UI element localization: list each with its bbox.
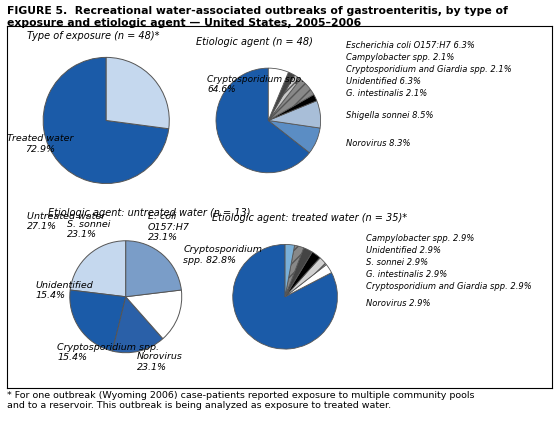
Wedge shape — [268, 120, 320, 153]
Text: Etiologic agent: untreated water (n = 13): Etiologic agent: untreated water (n = 13… — [48, 208, 250, 218]
Wedge shape — [268, 101, 321, 128]
Text: Shigella sonnei 8.5%: Shigella sonnei 8.5% — [346, 111, 434, 120]
Text: Cryptosporidium spp.
15.4%: Cryptosporidium spp. 15.4% — [58, 343, 159, 362]
Text: Treated water
72.9%: Treated water 72.9% — [7, 134, 73, 154]
Wedge shape — [268, 72, 295, 120]
Text: Cryptosporidium spp.
64.6%: Cryptosporidium spp. 64.6% — [207, 75, 305, 94]
Text: Unidentified 6.3%: Unidentified 6.3% — [346, 77, 421, 86]
Text: Campylobacter spp. 2.9%: Campylobacter spp. 2.9% — [366, 234, 475, 243]
Wedge shape — [268, 75, 300, 120]
Wedge shape — [112, 297, 163, 353]
Wedge shape — [285, 252, 320, 297]
Text: Etiologic agent (n = 48): Etiologic agent (n = 48) — [196, 37, 312, 47]
Wedge shape — [285, 245, 304, 297]
Wedge shape — [70, 290, 126, 351]
Wedge shape — [43, 57, 169, 184]
Text: Unidentified 2.9%: Unidentified 2.9% — [366, 246, 441, 255]
Text: Unidentified
15.4%: Unidentified 15.4% — [36, 281, 93, 300]
Text: Type of exposure (n = 48)*: Type of exposure (n = 48)* — [27, 31, 160, 41]
Text: E. coli
O157:H7
23.1%: E. coli O157:H7 23.1% — [148, 212, 190, 242]
Wedge shape — [285, 265, 331, 297]
Wedge shape — [268, 79, 314, 120]
Text: Norovirus 8.3%: Norovirus 8.3% — [346, 139, 410, 148]
Text: S. sonnei
23.1%: S. sonnei 23.1% — [67, 220, 110, 239]
Text: Cryptosporidium and Giardia spp. 2.9%: Cryptosporidium and Giardia spp. 2.9% — [366, 282, 532, 290]
Wedge shape — [285, 244, 295, 297]
Wedge shape — [285, 258, 326, 297]
Text: Etiologic agent: treated water (n = 35)*: Etiologic agent: treated water (n = 35)* — [212, 213, 408, 223]
Wedge shape — [216, 68, 310, 173]
Text: FIGURE 5.  Recreational water-associated outbreaks of gastroenteritis, by type o: FIGURE 5. Recreational water-associated … — [7, 6, 508, 16]
Text: Cryptosporidium and Giardia spp. 2.1%: Cryptosporidium and Giardia spp. 2.1% — [346, 65, 512, 74]
Wedge shape — [268, 68, 288, 120]
Wedge shape — [126, 241, 181, 297]
Wedge shape — [106, 57, 169, 129]
Text: * For one outbreak (Wyoming 2006) case-patients reported exposure to multiple co: * For one outbreak (Wyoming 2006) case-p… — [7, 391, 474, 410]
Text: exposure and etiologic agent — United States, 2005–2006: exposure and etiologic agent — United St… — [7, 18, 361, 28]
Wedge shape — [70, 241, 126, 297]
Text: G. intestinalis 2.1%: G. intestinalis 2.1% — [346, 89, 427, 98]
Text: Campylobacter spp. 2.1%: Campylobacter spp. 2.1% — [346, 53, 454, 62]
Text: Norovirus 2.9%: Norovirus 2.9% — [366, 299, 430, 307]
Text: G. intestinalis 2.9%: G. intestinalis 2.9% — [366, 270, 447, 279]
Wedge shape — [126, 290, 182, 339]
Wedge shape — [233, 244, 338, 349]
Wedge shape — [285, 248, 312, 297]
Text: Cryptosporidium
spp. 82.8%: Cryptosporidium spp. 82.8% — [183, 245, 262, 265]
Wedge shape — [268, 95, 317, 120]
Text: Escherichia coli O157:H7 6.3%: Escherichia coli O157:H7 6.3% — [346, 42, 475, 50]
Text: S. sonnei 2.9%: S. sonnei 2.9% — [366, 258, 428, 267]
Text: Untreated water
27.1%: Untreated water 27.1% — [27, 212, 106, 231]
Text: Norovirus
23.1%: Norovirus 23.1% — [137, 352, 183, 372]
